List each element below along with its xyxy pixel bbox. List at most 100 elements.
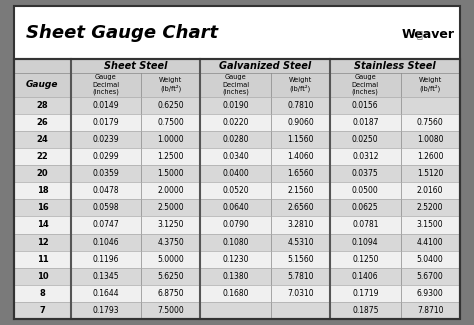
Text: Sheet Gauge Chart: Sheet Gauge Chart	[26, 24, 218, 42]
Text: 0.1793: 0.1793	[92, 306, 119, 315]
Text: 2.6560: 2.6560	[287, 203, 314, 212]
Text: 0.0156: 0.0156	[352, 101, 379, 110]
Text: 0.7560: 0.7560	[417, 118, 444, 127]
Text: 0.6250: 0.6250	[157, 101, 184, 110]
FancyBboxPatch shape	[14, 216, 460, 234]
Text: 0.0190: 0.0190	[222, 101, 249, 110]
Text: 2.0160: 2.0160	[417, 186, 443, 195]
Text: 0.0220: 0.0220	[222, 118, 249, 127]
Text: 3.1250: 3.1250	[157, 220, 184, 229]
Text: 0.0478: 0.0478	[92, 186, 119, 195]
Text: 2.5000: 2.5000	[157, 203, 184, 212]
Text: 0.1196: 0.1196	[92, 255, 119, 264]
Text: 0.1719: 0.1719	[352, 289, 379, 298]
Text: Gauge
Decimal
(inches): Gauge Decimal (inches)	[92, 74, 119, 95]
Text: 5.0000: 5.0000	[157, 255, 184, 264]
Text: 4.4100: 4.4100	[417, 238, 444, 247]
Text: 1.2500: 1.2500	[157, 152, 184, 161]
Text: 0.1875: 0.1875	[352, 306, 379, 315]
Text: 18: 18	[36, 186, 48, 195]
Text: 8: 8	[39, 289, 46, 298]
FancyBboxPatch shape	[14, 234, 460, 251]
Text: 0.1380: 0.1380	[222, 272, 249, 281]
Text: 1.0000: 1.0000	[157, 135, 184, 144]
Text: Weaver: Weaver	[402, 28, 455, 41]
Text: 1.5000: 1.5000	[157, 169, 184, 178]
Text: 6.9300: 6.9300	[417, 289, 444, 298]
Text: 0.0500: 0.0500	[352, 186, 379, 195]
Text: 1.4060: 1.4060	[287, 152, 314, 161]
Text: 0.0250: 0.0250	[352, 135, 379, 144]
Text: 5.6700: 5.6700	[417, 272, 444, 281]
FancyBboxPatch shape	[14, 285, 460, 302]
Text: 14: 14	[36, 220, 48, 229]
Text: 6.8750: 6.8750	[157, 289, 184, 298]
Text: 0.1406: 0.1406	[352, 272, 379, 281]
Text: 28: 28	[36, 101, 48, 110]
Text: Weight
(lb/ft²): Weight (lb/ft²)	[419, 77, 442, 92]
Text: 24: 24	[36, 135, 48, 144]
Text: 0.0781: 0.0781	[352, 220, 379, 229]
FancyBboxPatch shape	[14, 148, 460, 165]
Text: Gauge
Decimal
(inches): Gauge Decimal (inches)	[352, 74, 379, 95]
Text: 5.0400: 5.0400	[417, 255, 444, 264]
FancyBboxPatch shape	[14, 131, 460, 148]
Text: 0.0299: 0.0299	[92, 152, 119, 161]
Text: 0.0790: 0.0790	[222, 220, 249, 229]
Text: 0.0340: 0.0340	[222, 152, 249, 161]
Text: 0.1046: 0.1046	[92, 238, 119, 247]
Text: 0.1080: 0.1080	[222, 238, 249, 247]
FancyBboxPatch shape	[14, 268, 460, 285]
Text: 2.1560: 2.1560	[287, 186, 314, 195]
Text: 0.1644: 0.1644	[92, 289, 119, 298]
Text: 7.8710: 7.8710	[417, 306, 443, 315]
Text: Sheet Steel: Sheet Steel	[104, 61, 167, 71]
Text: 1.6560: 1.6560	[287, 169, 314, 178]
FancyBboxPatch shape	[14, 6, 460, 59]
Text: Gauge: Gauge	[26, 80, 59, 89]
Text: 0.0400: 0.0400	[222, 169, 249, 178]
FancyBboxPatch shape	[14, 182, 460, 199]
Text: 0.0625: 0.0625	[352, 203, 379, 212]
Text: 1.2600: 1.2600	[417, 152, 443, 161]
Text: Weight
(lb/ft²): Weight (lb/ft²)	[289, 77, 312, 92]
Text: 26: 26	[36, 118, 48, 127]
Text: Galvanized Steel: Galvanized Steel	[219, 61, 311, 71]
FancyBboxPatch shape	[14, 165, 460, 182]
Text: 0.1230: 0.1230	[222, 255, 249, 264]
Text: 10: 10	[36, 272, 48, 281]
Text: 12: 12	[36, 238, 48, 247]
Text: 20: 20	[36, 169, 48, 178]
Text: 🚛: 🚛	[417, 29, 422, 39]
Text: 0.0280: 0.0280	[222, 135, 249, 144]
FancyBboxPatch shape	[14, 97, 460, 114]
Text: 0.0312: 0.0312	[352, 152, 379, 161]
FancyBboxPatch shape	[14, 302, 460, 319]
Text: Gauge
Decimal
(inches): Gauge Decimal (inches)	[222, 74, 249, 95]
Text: 1.5120: 1.5120	[417, 169, 443, 178]
Text: 1.1560: 1.1560	[287, 135, 314, 144]
FancyBboxPatch shape	[14, 114, 460, 131]
Text: 0.0640: 0.0640	[222, 203, 249, 212]
Text: 1.0080: 1.0080	[417, 135, 443, 144]
Text: 5.6250: 5.6250	[157, 272, 184, 281]
Text: 0.1094: 0.1094	[352, 238, 379, 247]
Text: 7: 7	[39, 306, 46, 315]
Text: 0.1345: 0.1345	[92, 272, 119, 281]
Text: 0.0179: 0.0179	[92, 118, 119, 127]
Text: 0.0359: 0.0359	[92, 169, 119, 178]
Text: 0.1680: 0.1680	[222, 289, 249, 298]
Text: Stainless Steel: Stainless Steel	[354, 61, 436, 71]
Text: 0.7810: 0.7810	[287, 101, 314, 110]
Text: 0.9060: 0.9060	[287, 118, 314, 127]
Text: 11: 11	[36, 255, 48, 264]
FancyBboxPatch shape	[14, 199, 460, 216]
Text: 16: 16	[36, 203, 48, 212]
Text: 3.1500: 3.1500	[417, 220, 444, 229]
Text: 5.7810: 5.7810	[287, 272, 314, 281]
Text: 0.7500: 0.7500	[157, 118, 184, 127]
Text: 4.5310: 4.5310	[287, 238, 314, 247]
Text: 2.0000: 2.0000	[157, 186, 184, 195]
Text: 0.1250: 0.1250	[352, 255, 379, 264]
FancyBboxPatch shape	[14, 59, 460, 319]
